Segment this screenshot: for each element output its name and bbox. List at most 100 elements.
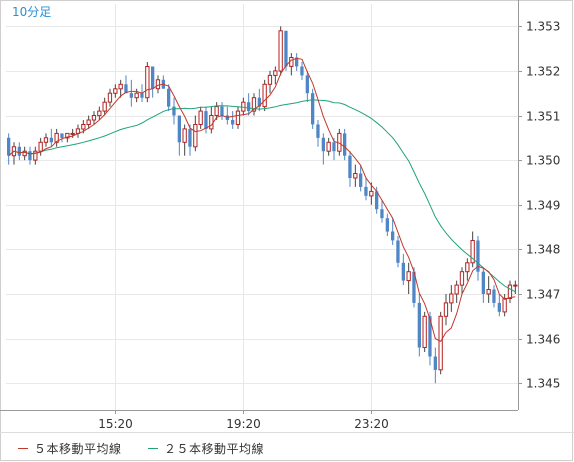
candle-up xyxy=(107,92,113,103)
candle-up xyxy=(369,190,374,197)
candle-up xyxy=(38,141,43,152)
candle-up xyxy=(118,83,123,90)
y-tick-label: 1.348 xyxy=(526,243,560,257)
candle-down xyxy=(7,137,11,156)
y-tick-label: 1.346 xyxy=(526,333,560,347)
candle-down xyxy=(247,102,251,112)
candle-up xyxy=(273,70,278,76)
candle-up xyxy=(251,97,257,112)
candle-up xyxy=(33,150,38,161)
candle-down xyxy=(385,218,389,232)
candle-down xyxy=(391,231,395,241)
candle-down xyxy=(476,240,480,272)
x-tick-label: 23:20 xyxy=(354,417,389,431)
candle-up xyxy=(443,302,449,317)
candle-up xyxy=(193,124,198,148)
candle-up xyxy=(65,132,70,139)
candle-up xyxy=(22,150,27,157)
candle-up xyxy=(422,315,427,348)
candle-down xyxy=(300,66,304,76)
candle-down xyxy=(412,271,416,303)
legend-ma5-swatch xyxy=(18,447,28,449)
x-tick-label: 19:20 xyxy=(226,417,261,431)
candle-up xyxy=(81,124,86,130)
candle-up xyxy=(113,88,118,94)
candle-down xyxy=(364,186,368,196)
candle-up xyxy=(91,115,97,121)
candle-down xyxy=(124,84,128,94)
y-tick-label: 1.347 xyxy=(526,288,560,302)
candle-down xyxy=(332,142,336,152)
candle-down xyxy=(60,133,64,138)
candle-down xyxy=(417,302,421,348)
y-tick-label: 1.345 xyxy=(526,377,560,391)
candle-up xyxy=(267,74,273,85)
legend-ma25-label: ２５本移動平均線 xyxy=(164,441,265,456)
candle-down xyxy=(401,262,405,281)
legend-ma5-label: ５本移動平均線 xyxy=(34,441,122,456)
candle-up xyxy=(513,284,518,287)
candle-down xyxy=(433,356,437,370)
candle-up xyxy=(54,132,59,143)
ma25-line xyxy=(8,99,516,293)
candle-down xyxy=(311,93,315,125)
candle-up xyxy=(182,128,187,143)
candle-up xyxy=(155,79,161,90)
candle-down xyxy=(151,66,155,89)
candle-down xyxy=(375,191,379,210)
candle-up xyxy=(134,92,139,99)
ma5-line xyxy=(8,57,516,342)
candle-up xyxy=(97,110,102,117)
candle-down xyxy=(316,124,320,138)
candle-down xyxy=(380,209,384,219)
candle-up xyxy=(262,83,267,108)
legend-ma5: ５本移動平均線 xyxy=(18,440,122,456)
candle-down xyxy=(172,106,176,116)
legend-ma25: ２５本移動平均線 xyxy=(148,440,264,456)
candle-down xyxy=(481,271,485,294)
candle-up xyxy=(486,289,491,295)
candle-down xyxy=(177,115,181,143)
candle-up xyxy=(438,315,443,371)
candle-up xyxy=(502,298,507,313)
candle-up xyxy=(326,141,331,152)
y-tick-label: 1.352 xyxy=(526,65,560,79)
candle-up xyxy=(459,271,465,286)
candle-up xyxy=(214,106,219,116)
candle-down xyxy=(220,106,224,116)
candle-up xyxy=(86,119,91,125)
candle-up xyxy=(102,101,107,112)
candle-down xyxy=(321,137,325,152)
candle-down xyxy=(396,240,400,263)
candle-up xyxy=(454,284,459,295)
candle-up xyxy=(507,284,513,300)
candle-down xyxy=(492,289,496,303)
candle-down xyxy=(188,128,192,147)
candle-down xyxy=(295,57,299,67)
candle-up xyxy=(145,66,150,99)
candle-up xyxy=(198,110,203,125)
y-tick-label: 1.351 xyxy=(526,110,560,124)
candle-up xyxy=(43,137,49,143)
candle-down xyxy=(140,93,144,98)
candle-down xyxy=(284,30,288,67)
candle-down xyxy=(129,93,133,98)
candle-up xyxy=(406,271,411,282)
candle-down xyxy=(348,155,352,178)
interval-label: 10分足 xyxy=(12,5,51,19)
candle-up xyxy=(209,115,214,130)
candle-down xyxy=(49,137,53,143)
candle-up xyxy=(470,240,475,264)
candle-up xyxy=(449,293,454,304)
candle-down xyxy=(167,88,171,107)
candle-down xyxy=(497,302,501,312)
y-tick-label: 1.350 xyxy=(526,154,560,168)
candle-down xyxy=(17,146,21,156)
candle-up xyxy=(278,30,283,72)
candle-down xyxy=(359,173,363,187)
candle-down xyxy=(28,151,32,161)
candle-down xyxy=(257,97,261,107)
candle-up xyxy=(353,173,358,179)
